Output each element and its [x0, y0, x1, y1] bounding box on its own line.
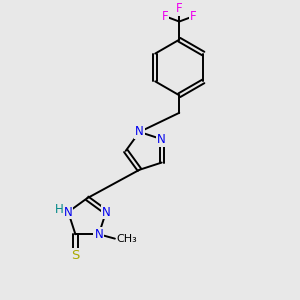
Text: N: N — [102, 206, 110, 218]
Text: F: F — [190, 10, 196, 23]
Text: CH₃: CH₃ — [116, 234, 137, 244]
Text: S: S — [71, 249, 80, 262]
Text: N: N — [135, 125, 144, 138]
Text: N: N — [157, 133, 166, 146]
Text: H: H — [54, 203, 63, 216]
Text: N: N — [94, 228, 103, 241]
Text: N: N — [64, 206, 73, 218]
Text: F: F — [162, 10, 169, 23]
Text: F: F — [176, 2, 183, 15]
